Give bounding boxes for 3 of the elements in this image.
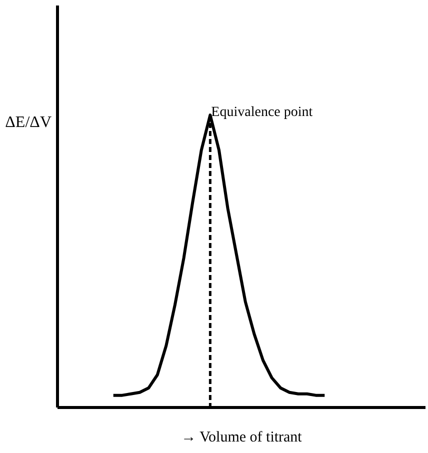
x-axis-title: → Volume of titrant bbox=[181, 430, 303, 446]
y-axis-title: ΔE/ΔV bbox=[5, 114, 52, 132]
annotation: Equivalence point bbox=[211, 105, 313, 120]
